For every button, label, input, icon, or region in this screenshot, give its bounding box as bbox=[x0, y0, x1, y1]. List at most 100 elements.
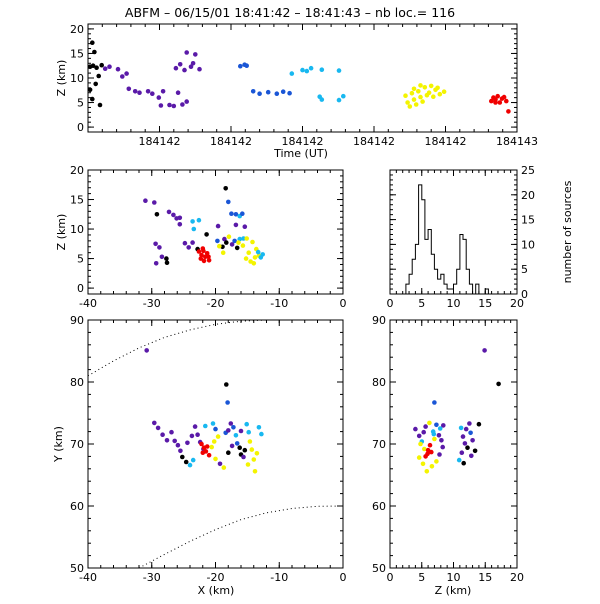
plan-view-point bbox=[234, 441, 240, 446]
time-height-point bbox=[90, 63, 96, 68]
time-height-xlabel: Time (UT) bbox=[273, 147, 328, 160]
plan-view-point bbox=[249, 447, 255, 452]
x-height-point bbox=[204, 232, 209, 237]
x-height-point bbox=[190, 240, 195, 245]
histogram-xtick-label: 10 bbox=[447, 297, 461, 310]
time-height-point bbox=[416, 89, 421, 94]
plan-view-point bbox=[187, 462, 193, 468]
time-height-ytick-label: 20 bbox=[70, 23, 84, 36]
time-height-point bbox=[287, 90, 292, 96]
x-height-ytick-label: 10 bbox=[70, 223, 84, 236]
time-height-point bbox=[167, 102, 172, 108]
histogram-bar bbox=[419, 185, 422, 294]
x-height-point bbox=[240, 211, 245, 216]
x-height-point bbox=[217, 243, 222, 249]
plan-view-point bbox=[233, 433, 239, 438]
histogram-xtick-label: 5 bbox=[418, 297, 425, 310]
x-height-point bbox=[215, 238, 220, 244]
histogram-bar bbox=[406, 284, 409, 294]
z-y-point bbox=[460, 434, 466, 439]
time-height-point bbox=[107, 64, 112, 69]
histogram-bar bbox=[466, 269, 469, 294]
plan-view-ylabel: Y (km) bbox=[52, 426, 65, 463]
x-height-point bbox=[241, 236, 246, 241]
x-height-point bbox=[164, 260, 170, 266]
plan-view-point bbox=[241, 454, 246, 460]
x-height-ytick-label: 20 bbox=[70, 164, 84, 177]
x-height-point bbox=[206, 258, 212, 263]
z-y-point bbox=[432, 400, 437, 405]
x-height-point bbox=[237, 236, 242, 242]
time-height-point bbox=[120, 74, 125, 79]
plan-view-range-arc bbox=[138, 505, 344, 569]
x-height-point bbox=[234, 245, 240, 251]
plan-view-xtick-label: 0 bbox=[340, 571, 347, 584]
x-height-point bbox=[252, 255, 258, 260]
time-height-point bbox=[280, 89, 286, 94]
z-y-point bbox=[439, 438, 444, 443]
histogram-series bbox=[402, 184, 495, 295]
x-height-point bbox=[171, 212, 176, 218]
x-height-point bbox=[200, 246, 206, 251]
x-height-xtick-label: -20 bbox=[207, 297, 225, 310]
x-height-point bbox=[223, 186, 228, 191]
time-height-point bbox=[137, 90, 142, 95]
time-height-ytick-label: 10 bbox=[70, 72, 84, 85]
plan-view-ytick-label: 70 bbox=[70, 438, 84, 451]
z-y-point bbox=[427, 442, 433, 448]
histogram-bar bbox=[444, 284, 447, 294]
x-height-xtick-label: -10 bbox=[270, 297, 288, 310]
plan-view-point bbox=[178, 448, 183, 454]
plan-view-ytick-label: 50 bbox=[70, 562, 84, 575]
x-height-point bbox=[177, 215, 183, 221]
plan-view-point bbox=[210, 421, 216, 426]
plan-view-ytick-label: 80 bbox=[70, 376, 84, 389]
plan-view-point bbox=[259, 431, 264, 437]
histogram-bar bbox=[409, 274, 412, 294]
plan-view-point bbox=[185, 440, 190, 446]
plan-view-point bbox=[203, 423, 208, 429]
histogram-bar bbox=[412, 259, 415, 294]
plan-view-point bbox=[256, 425, 262, 430]
x-height-point bbox=[250, 239, 255, 245]
z-y-point bbox=[421, 429, 427, 435]
time-height-frame bbox=[87, 23, 518, 133]
plan-view-point bbox=[160, 432, 165, 438]
panel-z-y: 0 5 10 15 20 50 60 70 80 90 Z (km) bbox=[372, 314, 524, 597]
histogram-ytick-label: 5 bbox=[521, 263, 528, 276]
time-height-point bbox=[94, 65, 99, 70]
x-height-point bbox=[152, 200, 157, 205]
time-height-xtick-label: 184142 bbox=[282, 135, 324, 148]
z-y-point bbox=[482, 348, 487, 353]
time-height-point bbox=[274, 91, 280, 96]
histogram-ylabel: number of sources bbox=[561, 180, 574, 283]
plan-view-point bbox=[195, 432, 200, 438]
z-y-point bbox=[423, 424, 428, 429]
time-height-point bbox=[150, 91, 155, 96]
plan-view-point bbox=[152, 420, 157, 426]
time-height-point bbox=[160, 89, 166, 94]
histogram-bar bbox=[457, 269, 460, 294]
time-height-point bbox=[92, 49, 97, 55]
time-height-point bbox=[317, 94, 323, 99]
z-y-ytick-label: 70 bbox=[372, 438, 386, 451]
chart-title: ABFM – 06/15/01 18:41:42 – 18:41:43 – nb… bbox=[125, 5, 455, 20]
histogram-ytick-label: 10 bbox=[521, 238, 535, 251]
z-y-xtick-label: 10 bbox=[447, 571, 461, 584]
plan-view-point bbox=[244, 421, 249, 427]
panel-x-height: -40 -30 -20 -10 0 0 5 10 15 20 Z (km) bbox=[55, 164, 347, 310]
x-height-ytick-label: 5 bbox=[77, 253, 84, 266]
time-height-point bbox=[441, 89, 447, 94]
x-height-point bbox=[220, 250, 226, 255]
z-y-xtick-label: 20 bbox=[510, 571, 524, 584]
z-y-point bbox=[416, 433, 422, 439]
histogram-xtick-label: 20 bbox=[510, 297, 524, 310]
plan-view-point bbox=[224, 382, 229, 387]
z-y-point bbox=[458, 425, 464, 431]
z-y-point bbox=[463, 426, 469, 432]
time-height-point bbox=[188, 64, 194, 69]
plan-view-xlabel: X (km) bbox=[198, 584, 235, 597]
z-y-ytick-label: 90 bbox=[372, 314, 386, 327]
time-height-point bbox=[506, 109, 511, 114]
plan-view-point bbox=[254, 451, 260, 456]
